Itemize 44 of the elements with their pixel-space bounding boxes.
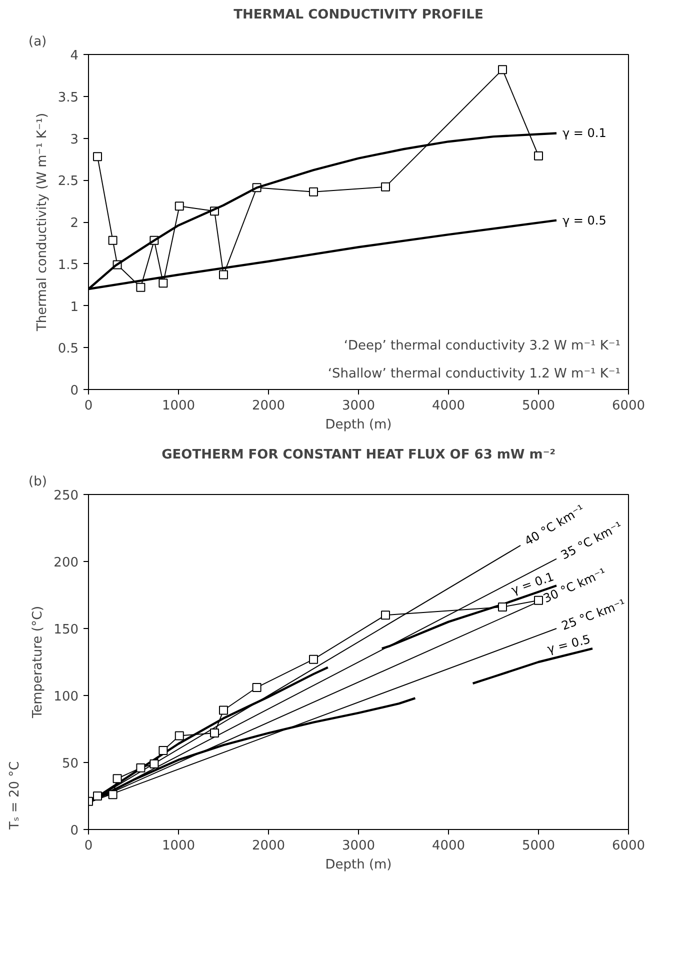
y-tick-label: 50 — [62, 756, 79, 772]
x-tick-label: 3000 — [342, 838, 376, 854]
x-axis-title: Depth (m) — [325, 418, 392, 432]
annotation: ‘Shallow’ thermal conductivity 1.2 W m⁻¹ K⁻¹ — [328, 366, 621, 382]
y-tick-label: 2.5 — [58, 174, 79, 190]
y-tick-label: 200 — [54, 556, 79, 570]
text: 25 °C km⁻¹ — [560, 596, 628, 633]
series-label: γ = 0.1 — [562, 126, 606, 140]
x-tick-label: 1000 — [162, 398, 196, 414]
y-tick-label: 150 — [54, 622, 79, 638]
x-tick-label: 6000 — [612, 398, 646, 414]
text: (a) — [28, 34, 47, 50]
y-axis-title: Temperature (°C) — [30, 606, 46, 720]
x-tick-label: 4000 — [432, 838, 466, 854]
chart-title: THERMAL CONDUCTIVITY PROFILE — [234, 8, 484, 22]
x-tick-label: 2000 — [252, 398, 286, 414]
x-tick-label: 5000 — [522, 398, 556, 414]
text: (b) — [28, 474, 47, 490]
text: Tₛ = 20 °C — [8, 761, 22, 830]
y-axis-title: Thermal conductivity (W m⁻¹ K⁻¹) — [34, 112, 50, 332]
y-tick-label: 100 — [54, 690, 79, 704]
x-tick-label: 5000 — [522, 838, 556, 854]
annotation: ‘Deep’ thermal conductivity 3.2 W m⁻¹ K⁻¹ — [344, 338, 620, 354]
y-tick-label: 3.5 — [58, 90, 79, 106]
y-tick-label: 2 — [70, 216, 79, 231]
x-tick-label: 0 — [84, 398, 93, 414]
y-tick-label: 0 — [70, 384, 79, 398]
series-label: γ = 0.5 — [562, 213, 606, 228]
y-tick-label: 4 — [70, 48, 79, 64]
x-tick-label: 6000 — [612, 838, 646, 854]
y-tick-label: 250 — [54, 488, 79, 504]
y-tick-label: 0.5 — [58, 342, 79, 357]
x-tick-label: 1000 — [162, 838, 196, 854]
text: γ = 0.5 — [546, 632, 592, 656]
y-tick-label: 0 — [70, 824, 79, 838]
x-axis-title: Depth (m) — [325, 858, 392, 872]
y-tick-label: 1 — [70, 300, 79, 315]
x-tick-label: 2000 — [252, 838, 286, 854]
y-tick-label: 3 — [70, 132, 79, 148]
x-tick-label: 0 — [84, 838, 93, 854]
x-tick-label: 3000 — [342, 398, 376, 414]
y-tick-label: 1.5 — [58, 258, 79, 273]
chart-title: GEOTHERM FOR CONSTANT HEAT FLUX OF 63 mW m⁻² — [162, 448, 556, 462]
x-tick-label: 4000 — [432, 398, 466, 414]
